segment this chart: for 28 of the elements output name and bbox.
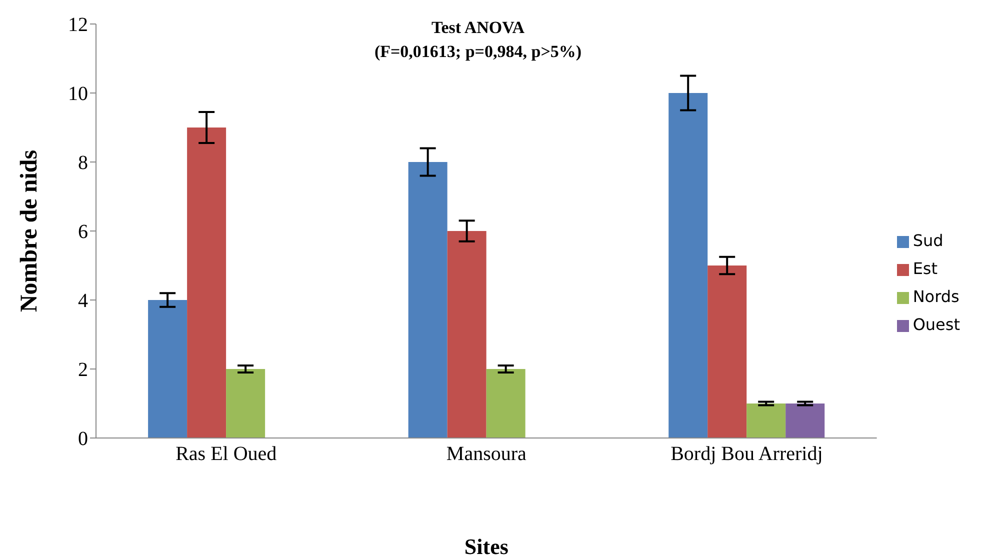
x-tick-label: Bordj Bou Arreridj: [670, 443, 823, 466]
legend-label: Sud: [912, 231, 944, 250]
bar: [148, 300, 188, 438]
chart-title: Test ANOVA: [430, 17, 526, 39]
y-tick-label: 10: [68, 83, 88, 106]
legend-label: Nords: [912, 287, 960, 306]
y-tick-label: 8: [78, 152, 88, 174]
bar: [447, 231, 486, 438]
text: (F=0,01613; p=0,984, p>5%): [373, 41, 583, 63]
bar: [668, 93, 708, 438]
x-tick-label: Ras El Oued: [176, 443, 277, 466]
y-tick-label: 6: [78, 221, 88, 244]
bar: [746, 404, 786, 438]
bar: [187, 128, 226, 438]
bar: [226, 369, 266, 438]
y-tick-label: 2: [78, 359, 88, 382]
legend-label: Est: [912, 259, 938, 278]
y-tick-label: 12: [68, 14, 88, 36]
bar: [408, 162, 448, 438]
bar: [486, 369, 526, 438]
y-axis-title: Nombre de nids: [16, 150, 43, 312]
legend-label: Ouest: [912, 315, 960, 334]
bar: [708, 266, 747, 438]
x-tick-label: Mansoura: [446, 443, 527, 466]
bar: [786, 404, 825, 438]
y-tick-label: 4: [78, 290, 88, 312]
y-tick-label: 0: [78, 428, 88, 450]
x-axis-title: Sites: [464, 534, 509, 558]
